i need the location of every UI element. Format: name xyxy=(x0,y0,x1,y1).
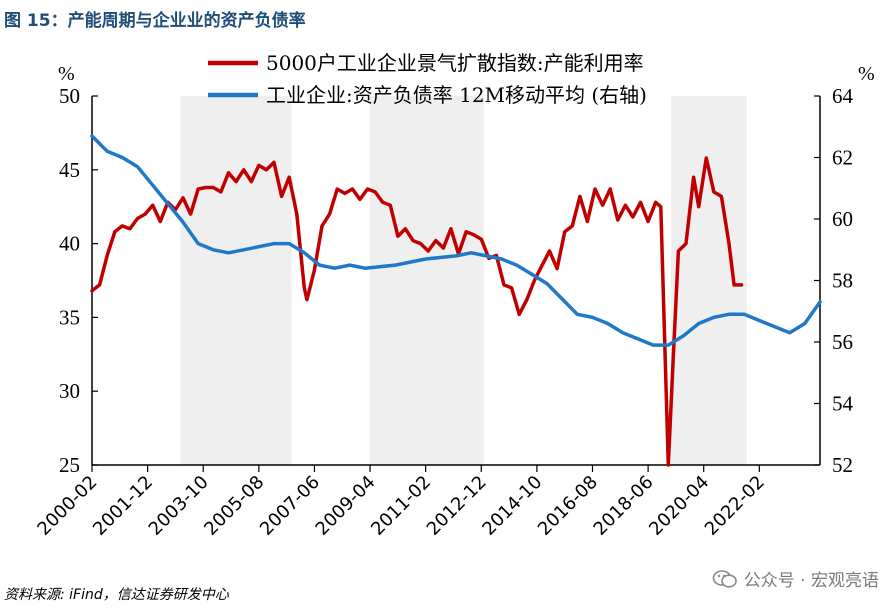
shaded-period-1 xyxy=(180,96,292,465)
left-tick-label: 45 xyxy=(59,158,80,182)
right-axis-unit: % xyxy=(858,63,875,85)
x-tick-label: 2012-12 xyxy=(423,472,491,540)
x-tick-label: 2018-06 xyxy=(590,472,658,540)
x-tick-label: 2016-08 xyxy=(534,472,602,540)
right-tick-label: 56 xyxy=(832,330,853,354)
series-line-2 xyxy=(90,134,822,347)
right-tick-label: 64 xyxy=(832,84,854,108)
left-axis-unit: % xyxy=(58,63,75,85)
x-tick-label: 2000-02 xyxy=(33,472,101,540)
right-tick-label: 58 xyxy=(832,269,853,293)
legend-label-2: 工业企业:资产负债率 12M移动平均 (右轴) xyxy=(266,83,647,107)
x-tick-label: 2014-10 xyxy=(478,472,546,540)
right-tick-label: 52 xyxy=(832,453,853,477)
series-line-1 xyxy=(90,156,744,467)
x-tick-label: 2011-02 xyxy=(367,472,435,540)
x-tick-label: 2022-02 xyxy=(701,472,769,540)
x-tick-label: 2009-04 xyxy=(312,472,380,540)
x-tick-label: 2001-12 xyxy=(89,472,157,540)
x-tick-label: 2005-08 xyxy=(200,472,268,540)
left-tick-label: 50 xyxy=(59,84,80,108)
left-tick-label: 35 xyxy=(59,305,80,329)
shaded-period-2 xyxy=(370,96,484,465)
left-tick-label: 30 xyxy=(59,379,80,403)
left-tick-label: 40 xyxy=(59,232,80,256)
watermark-text: 公众号 · 宏观亮语 xyxy=(743,571,879,591)
x-tick-label: 2007-06 xyxy=(256,472,324,540)
legend-label-1: 5000户工业企业景气扩散指数:产能利用率 xyxy=(266,51,644,75)
left-tick-label: 25 xyxy=(59,453,80,477)
chart-series xyxy=(90,134,822,467)
source-note: 资料来源: iFind，信达证券研发中心 xyxy=(4,587,229,603)
right-tick-label: 60 xyxy=(832,207,853,231)
figure-title: 图 15：产能周期与企业业的资产负债率 xyxy=(4,11,306,31)
right-tick-label: 54 xyxy=(832,392,854,416)
x-tick-label: 2020-04 xyxy=(645,472,713,540)
watermark: 公众号 · 宏观亮语 xyxy=(712,566,879,591)
wechat-icon xyxy=(712,569,737,588)
x-tick-label: 2003-10 xyxy=(145,472,213,540)
right-tick-label: 62 xyxy=(832,146,853,170)
